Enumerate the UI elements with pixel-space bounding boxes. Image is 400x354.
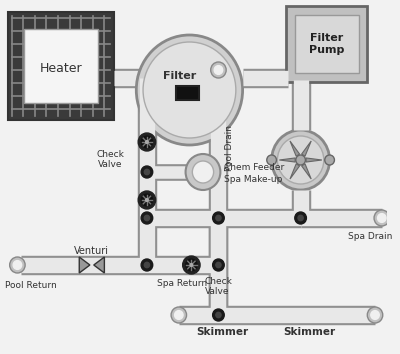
Circle shape xyxy=(295,212,306,224)
Circle shape xyxy=(216,312,221,318)
Text: Spa Drain: Spa Drain xyxy=(348,232,392,241)
Polygon shape xyxy=(290,164,300,179)
Circle shape xyxy=(374,210,390,226)
Circle shape xyxy=(267,155,276,165)
Circle shape xyxy=(144,262,150,268)
Circle shape xyxy=(136,35,243,145)
Circle shape xyxy=(213,309,224,321)
FancyBboxPatch shape xyxy=(24,29,98,103)
Text: Spa Make-up: Spa Make-up xyxy=(224,175,283,183)
Text: Chem Feeder: Chem Feeder xyxy=(224,162,284,171)
Polygon shape xyxy=(279,158,295,162)
Circle shape xyxy=(216,262,221,268)
Circle shape xyxy=(183,256,200,274)
Circle shape xyxy=(213,259,224,271)
Polygon shape xyxy=(94,257,104,273)
Text: Skimmer: Skimmer xyxy=(196,327,248,337)
Circle shape xyxy=(186,154,220,190)
Polygon shape xyxy=(302,164,311,179)
Circle shape xyxy=(296,155,306,165)
Polygon shape xyxy=(302,141,311,156)
Circle shape xyxy=(138,191,156,209)
Circle shape xyxy=(371,310,379,319)
Circle shape xyxy=(10,257,25,273)
Circle shape xyxy=(141,166,153,178)
Circle shape xyxy=(211,62,226,78)
FancyBboxPatch shape xyxy=(286,6,367,82)
Polygon shape xyxy=(306,158,322,162)
Circle shape xyxy=(171,307,186,323)
Circle shape xyxy=(141,212,153,224)
Circle shape xyxy=(143,42,236,138)
Text: Heater: Heater xyxy=(40,62,82,74)
Circle shape xyxy=(141,136,152,148)
Circle shape xyxy=(214,65,223,74)
Circle shape xyxy=(272,130,330,190)
Text: Spa Return: Spa Return xyxy=(156,279,207,288)
Circle shape xyxy=(216,215,221,221)
Text: Pool Return: Pool Return xyxy=(5,281,56,290)
Circle shape xyxy=(146,141,148,143)
Circle shape xyxy=(325,155,334,165)
Circle shape xyxy=(192,161,214,183)
Circle shape xyxy=(367,307,383,323)
Circle shape xyxy=(146,199,148,201)
Text: Check
Valve: Check Valve xyxy=(205,277,233,296)
FancyBboxPatch shape xyxy=(295,15,358,73)
Circle shape xyxy=(378,213,386,222)
Text: Check
Valve: Check Valve xyxy=(96,150,124,170)
Circle shape xyxy=(144,169,150,175)
Circle shape xyxy=(186,259,197,271)
Circle shape xyxy=(144,215,150,221)
Circle shape xyxy=(278,136,324,184)
Circle shape xyxy=(138,133,156,151)
Circle shape xyxy=(190,264,193,266)
Circle shape xyxy=(298,215,303,221)
Text: Pool Drain: Pool Drain xyxy=(225,125,234,171)
Text: Skimmer: Skimmer xyxy=(283,327,335,337)
Circle shape xyxy=(174,310,183,319)
Polygon shape xyxy=(79,257,90,273)
Text: Filter
Pump: Filter Pump xyxy=(309,33,344,55)
Text: Venturi: Venturi xyxy=(74,246,109,256)
FancyBboxPatch shape xyxy=(176,86,199,100)
Circle shape xyxy=(141,259,153,271)
Polygon shape xyxy=(290,141,300,156)
Circle shape xyxy=(13,261,22,269)
Circle shape xyxy=(213,212,224,224)
Text: Filter: Filter xyxy=(163,71,196,81)
FancyBboxPatch shape xyxy=(8,12,114,120)
Circle shape xyxy=(141,194,152,206)
